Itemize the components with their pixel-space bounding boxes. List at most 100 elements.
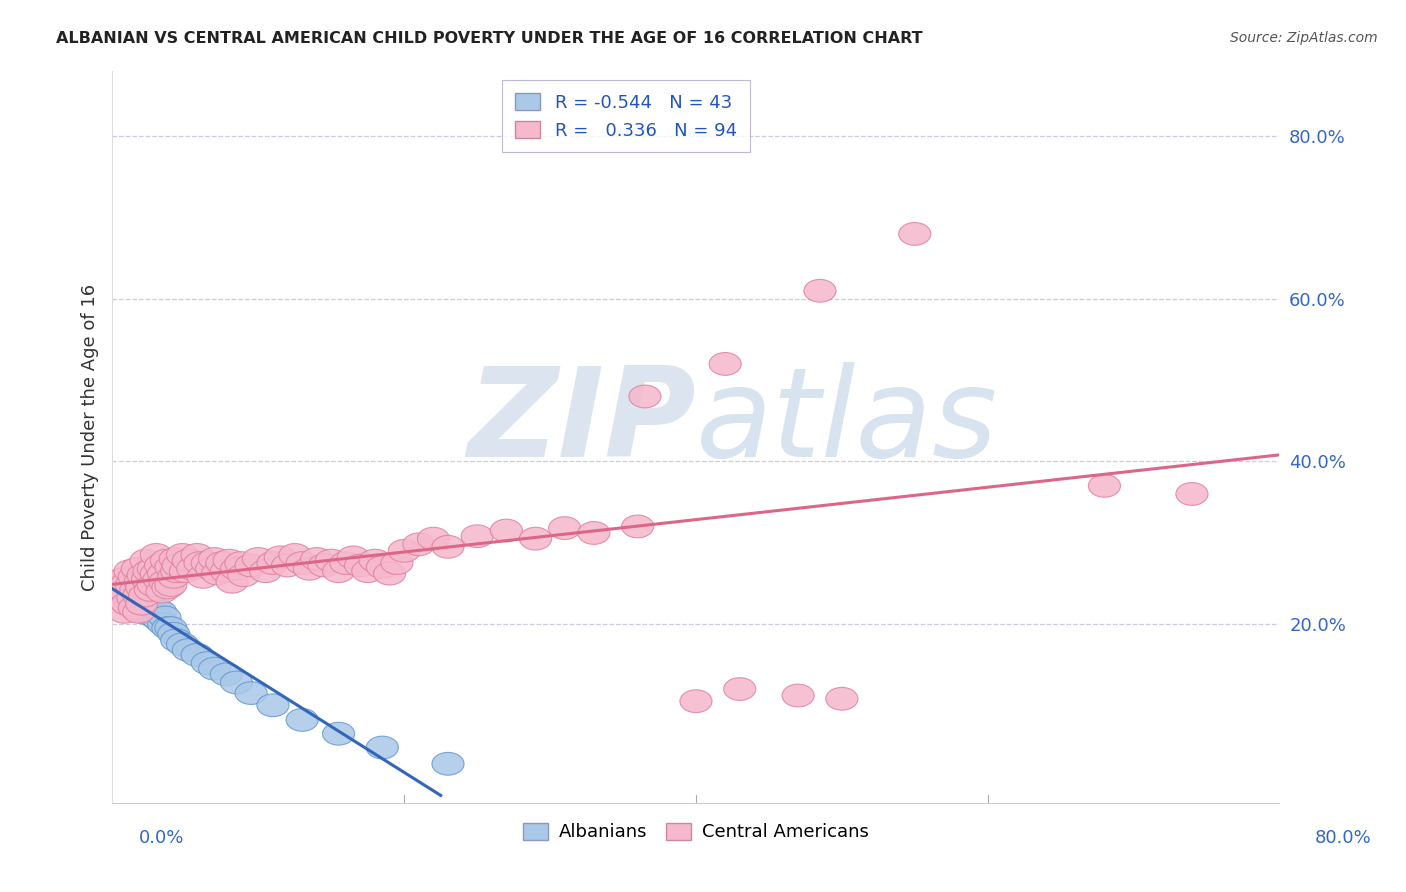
Ellipse shape xyxy=(131,568,163,591)
Ellipse shape xyxy=(121,558,153,580)
Ellipse shape xyxy=(166,543,198,566)
Ellipse shape xyxy=(141,598,173,621)
Ellipse shape xyxy=(418,527,450,550)
Ellipse shape xyxy=(374,562,406,585)
Ellipse shape xyxy=(184,551,217,574)
Ellipse shape xyxy=(367,736,398,759)
Ellipse shape xyxy=(120,579,152,601)
Ellipse shape xyxy=(128,582,160,605)
Ellipse shape xyxy=(166,633,198,656)
Ellipse shape xyxy=(115,574,148,597)
Ellipse shape xyxy=(150,549,183,572)
Text: 0.0%: 0.0% xyxy=(139,829,184,847)
Ellipse shape xyxy=(173,639,204,661)
Ellipse shape xyxy=(110,580,142,603)
Ellipse shape xyxy=(138,605,169,627)
Ellipse shape xyxy=(122,584,155,607)
Ellipse shape xyxy=(122,600,155,624)
Ellipse shape xyxy=(381,551,413,574)
Ellipse shape xyxy=(201,562,233,585)
Ellipse shape xyxy=(235,554,267,577)
Ellipse shape xyxy=(149,570,181,593)
Ellipse shape xyxy=(117,587,149,609)
Ellipse shape xyxy=(181,543,214,566)
Ellipse shape xyxy=(825,688,858,710)
Ellipse shape xyxy=(195,558,228,580)
Ellipse shape xyxy=(221,558,253,580)
Ellipse shape xyxy=(115,590,148,613)
Ellipse shape xyxy=(107,568,139,591)
Ellipse shape xyxy=(181,643,214,666)
Ellipse shape xyxy=(228,564,260,587)
Y-axis label: Child Poverty Under the Age of 16: Child Poverty Under the Age of 16 xyxy=(80,284,98,591)
Ellipse shape xyxy=(148,562,180,585)
Ellipse shape xyxy=(145,554,177,577)
Ellipse shape xyxy=(177,558,208,580)
Ellipse shape xyxy=(108,568,141,591)
Ellipse shape xyxy=(432,535,464,558)
Ellipse shape xyxy=(141,562,173,585)
Ellipse shape xyxy=(125,576,157,599)
Ellipse shape xyxy=(402,533,434,556)
Ellipse shape xyxy=(122,598,155,621)
Ellipse shape xyxy=(628,385,661,408)
Ellipse shape xyxy=(152,616,184,640)
Ellipse shape xyxy=(271,554,304,577)
Ellipse shape xyxy=(146,580,179,603)
Ellipse shape xyxy=(124,576,156,599)
Text: ZIP: ZIP xyxy=(467,362,696,483)
Ellipse shape xyxy=(681,690,711,713)
Ellipse shape xyxy=(388,540,420,562)
Ellipse shape xyxy=(235,681,267,705)
Ellipse shape xyxy=(519,527,551,550)
Ellipse shape xyxy=(125,600,157,624)
Ellipse shape xyxy=(118,566,150,588)
Ellipse shape xyxy=(111,572,143,595)
Ellipse shape xyxy=(111,592,143,615)
Ellipse shape xyxy=(285,708,318,731)
Ellipse shape xyxy=(124,570,156,593)
Ellipse shape xyxy=(285,551,318,574)
Ellipse shape xyxy=(134,588,165,611)
Ellipse shape xyxy=(108,600,141,624)
Ellipse shape xyxy=(225,551,257,574)
Ellipse shape xyxy=(344,554,377,577)
Ellipse shape xyxy=(352,560,384,582)
Ellipse shape xyxy=(121,586,153,608)
Ellipse shape xyxy=(135,600,166,624)
Ellipse shape xyxy=(359,549,391,572)
Ellipse shape xyxy=(141,543,173,566)
Ellipse shape xyxy=(155,556,187,579)
Ellipse shape xyxy=(152,576,184,599)
Ellipse shape xyxy=(217,570,247,593)
Ellipse shape xyxy=(804,279,837,302)
Ellipse shape xyxy=(143,568,176,591)
Ellipse shape xyxy=(491,519,523,542)
Ellipse shape xyxy=(724,678,756,700)
Text: Source: ZipAtlas.com: Source: ZipAtlas.com xyxy=(1230,31,1378,45)
Ellipse shape xyxy=(134,560,165,582)
Text: ALBANIAN VS CENTRAL AMERICAN CHILD POVERTY UNDER THE AGE OF 16 CORRELATION CHART: ALBANIAN VS CENTRAL AMERICAN CHILD POVER… xyxy=(56,31,922,46)
Ellipse shape xyxy=(127,564,159,587)
Ellipse shape xyxy=(205,551,238,574)
Text: 80.0%: 80.0% xyxy=(1315,829,1371,847)
Legend: Albanians, Central Americans: Albanians, Central Americans xyxy=(516,815,876,848)
Ellipse shape xyxy=(160,560,193,582)
Ellipse shape xyxy=(294,558,325,580)
Ellipse shape xyxy=(548,516,581,540)
Ellipse shape xyxy=(191,652,224,674)
Ellipse shape xyxy=(621,515,654,538)
Ellipse shape xyxy=(107,587,139,609)
Ellipse shape xyxy=(138,574,169,597)
Ellipse shape xyxy=(898,222,931,245)
Ellipse shape xyxy=(211,663,242,686)
Ellipse shape xyxy=(242,548,274,570)
Ellipse shape xyxy=(709,352,741,376)
Ellipse shape xyxy=(138,558,169,580)
Ellipse shape xyxy=(221,671,253,694)
Ellipse shape xyxy=(278,543,311,566)
Ellipse shape xyxy=(461,524,494,548)
Ellipse shape xyxy=(169,560,201,582)
Ellipse shape xyxy=(162,554,194,577)
Ellipse shape xyxy=(1175,483,1208,506)
